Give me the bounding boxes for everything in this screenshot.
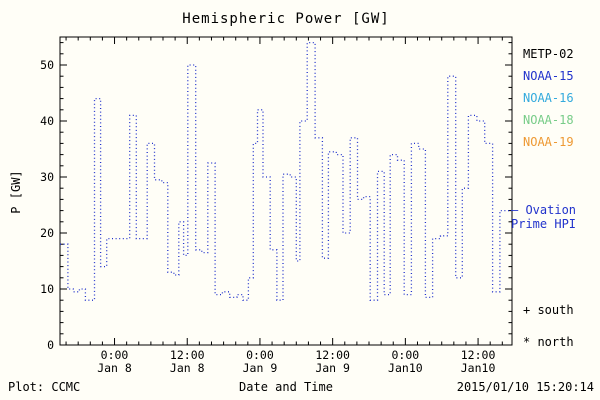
legend-item-metp02: METP-02 (523, 47, 574, 61)
x-tick-label: 0:00 Jan 9 (242, 348, 278, 375)
y-tick-label: 30 (40, 170, 54, 184)
legend-item-noaa16: NOAA-16 (523, 91, 574, 105)
legend: METP-02 NOAA-15 NOAA-16 NOAA-18 NOAA-19 (523, 48, 574, 158)
axes-box (59, 36, 513, 346)
x-tick-label: 12:00 Jan 8 (169, 348, 205, 375)
y-tick-label: 20 (40, 226, 54, 240)
x-tick-label: 0:00 Jan 8 (97, 348, 132, 375)
y-tick-label: 0 (47, 338, 54, 352)
x-axis-title: Date and Time (239, 380, 333, 394)
legend-item-noaa19: NOAA-19 (523, 135, 574, 149)
legend-item-noaa15: NOAA-15 (523, 69, 574, 83)
hpi-series-line (60, 41, 512, 301)
chart-title: Hemispheric Power [GW] (182, 11, 390, 27)
legend-south-marker: + south (523, 303, 574, 317)
x-tick-label: 12:00 Jan10 (460, 348, 496, 375)
legend-north-marker: * north (523, 335, 574, 349)
timestamp: 2015/01/10 15:20:14 (456, 380, 594, 394)
hpi-label-line2: Prime HPI (511, 217, 577, 231)
legend-item-noaa18: NOAA-18 (523, 113, 574, 127)
y-tick-label: 40 (40, 114, 54, 128)
y-tick-label: 10 (40, 282, 54, 296)
x-tick-label: 12:00 Jan 9 (315, 348, 350, 375)
hpi-label-line1: — Ovation (511, 203, 577, 217)
y-tick-label: 50 (40, 58, 54, 72)
x-tick-label: 0:00 Jan10 (388, 348, 423, 375)
legend-ovation-prime-hpi: — Ovation Prime HPI (511, 203, 576, 231)
plot-credit: Plot: CCMC (8, 380, 81, 394)
